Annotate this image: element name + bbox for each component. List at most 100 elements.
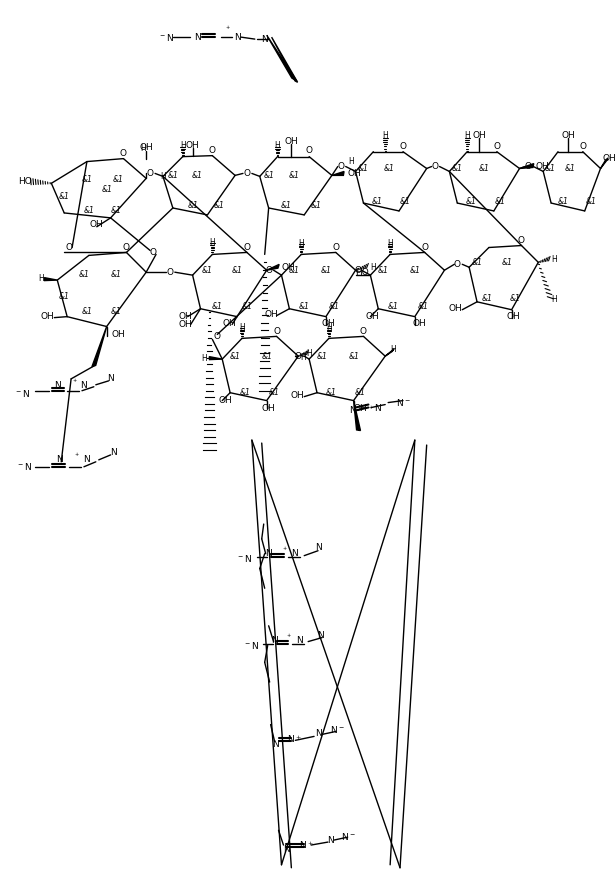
- Text: O: O: [243, 243, 251, 252]
- Text: &1: &1: [59, 192, 70, 201]
- Text: H: H: [239, 323, 245, 332]
- Text: &1: &1: [348, 351, 359, 361]
- Text: N: N: [265, 549, 272, 558]
- Text: O: O: [360, 327, 367, 336]
- Text: &1: &1: [320, 266, 331, 275]
- Text: N$^-$: N$^-$: [330, 724, 345, 735]
- Text: $^-$N: $^-$N: [236, 553, 252, 564]
- Text: &1: &1: [472, 258, 482, 267]
- Text: &1: &1: [400, 196, 410, 205]
- Text: OH: OH: [354, 404, 367, 413]
- Text: H: H: [383, 132, 388, 141]
- Text: &1: &1: [111, 307, 122, 316]
- Text: &1: &1: [328, 302, 339, 311]
- Text: &1: &1: [263, 171, 274, 180]
- Text: OH: OH: [448, 305, 462, 314]
- Text: O: O: [454, 260, 461, 269]
- Text: &1: &1: [289, 266, 300, 275]
- Polygon shape: [44, 278, 57, 280]
- Text: &1: &1: [168, 171, 178, 180]
- Text: &1: &1: [212, 302, 223, 311]
- Text: OH: OH: [222, 319, 236, 328]
- Text: OH: OH: [285, 137, 298, 146]
- Text: N: N: [272, 740, 278, 749]
- Text: O: O: [306, 146, 313, 155]
- Text: H: H: [39, 273, 44, 282]
- Text: OH: OH: [139, 143, 153, 152]
- Text: O: O: [399, 142, 407, 151]
- Text: &1: &1: [545, 164, 556, 173]
- Polygon shape: [92, 326, 107, 366]
- Text: H: H: [301, 353, 306, 362]
- Text: OH: OH: [472, 132, 486, 141]
- Text: OH: OH: [179, 312, 193, 321]
- Text: &1: &1: [111, 206, 122, 215]
- Polygon shape: [272, 37, 298, 82]
- Text: &1: &1: [81, 175, 92, 184]
- Text: N$^-$: N$^-$: [341, 831, 356, 841]
- Text: $^+$: $^+$: [285, 633, 292, 640]
- Text: N: N: [315, 543, 322, 552]
- Text: N: N: [110, 448, 117, 458]
- Text: OH: OH: [185, 142, 200, 151]
- Text: &1: &1: [466, 196, 477, 205]
- Text: H: H: [387, 239, 393, 248]
- Text: H: H: [551, 254, 557, 263]
- Text: O: O: [243, 169, 251, 178]
- Polygon shape: [601, 158, 609, 168]
- Text: OH: OH: [41, 312, 54, 321]
- Text: OH: OH: [535, 162, 549, 171]
- Polygon shape: [267, 35, 297, 82]
- Text: &1: &1: [214, 201, 225, 210]
- Text: H: H: [180, 142, 185, 151]
- Text: N: N: [54, 382, 60, 391]
- Text: O: O: [123, 243, 130, 252]
- Text: &1: &1: [230, 351, 240, 361]
- Text: N: N: [291, 549, 298, 558]
- Text: &1: &1: [241, 302, 253, 311]
- Text: O: O: [493, 142, 500, 151]
- Text: &1: &1: [269, 388, 280, 397]
- Text: &1: &1: [410, 266, 420, 275]
- Text: O: O: [525, 162, 532, 171]
- Text: &1: &1: [81, 307, 92, 316]
- Text: OH: OH: [218, 396, 232, 405]
- Text: O: O: [265, 266, 272, 275]
- Text: N: N: [271, 636, 278, 645]
- Text: O: O: [337, 162, 344, 171]
- Text: O: O: [150, 248, 156, 257]
- Text: &1: &1: [355, 388, 366, 397]
- Text: &1: &1: [325, 388, 336, 397]
- Text: &1: &1: [384, 164, 395, 173]
- Text: N: N: [283, 846, 290, 855]
- Text: OH: OH: [561, 132, 575, 141]
- Polygon shape: [267, 264, 279, 271]
- Text: H: H: [464, 132, 470, 141]
- Text: O: O: [354, 266, 361, 275]
- Text: &1: &1: [281, 201, 292, 210]
- Text: &1: &1: [378, 266, 389, 275]
- Text: $^+$: $^+$: [73, 452, 79, 459]
- Text: &1: &1: [240, 388, 250, 397]
- Text: HO: HO: [18, 177, 31, 185]
- Text: $^+$: $^+$: [367, 406, 374, 411]
- Polygon shape: [385, 349, 394, 356]
- Text: OH: OH: [365, 312, 379, 321]
- Text: N: N: [315, 729, 322, 738]
- Text: H: H: [370, 263, 376, 271]
- Text: &1: &1: [187, 201, 198, 210]
- Text: O: O: [579, 142, 586, 151]
- Text: O: O: [147, 169, 153, 178]
- Text: N: N: [81, 382, 87, 391]
- Text: N$^+$: N$^+$: [299, 840, 314, 851]
- Text: &1: &1: [372, 196, 383, 205]
- Text: H: H: [209, 238, 215, 247]
- Text: H: H: [551, 296, 557, 305]
- Text: N: N: [194, 32, 201, 41]
- Text: &1: &1: [564, 164, 575, 173]
- Text: O: O: [421, 243, 428, 252]
- Text: &1: &1: [501, 258, 512, 267]
- Text: &1: &1: [59, 292, 70, 301]
- Text: O: O: [166, 268, 173, 277]
- Text: N: N: [374, 404, 381, 413]
